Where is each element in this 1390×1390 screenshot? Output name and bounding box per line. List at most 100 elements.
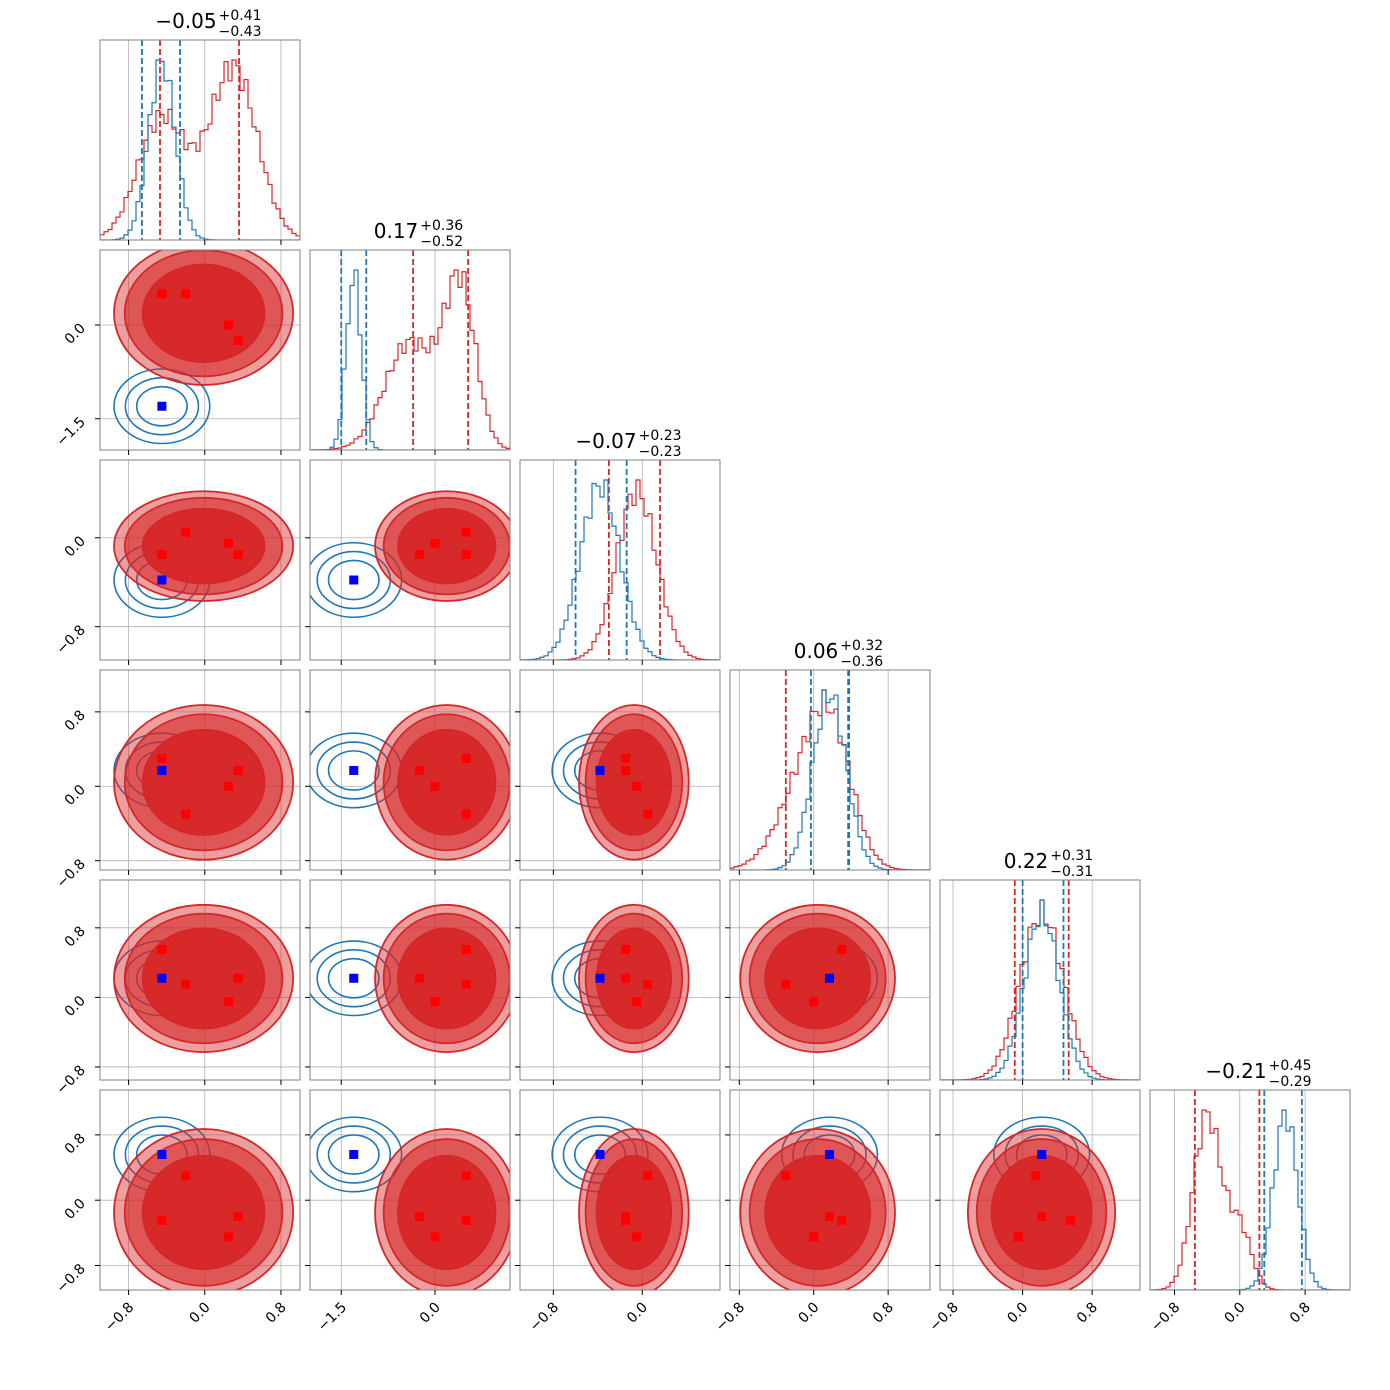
marginal-title-minus-0: −0.43 [219,24,262,40]
x-tick-label-0-0: −0.8 [102,1300,137,1335]
truth-marker-red-5-0-2 [224,1232,234,1242]
x-tick-label-5-1: 0.0 [1222,1300,1249,1327]
y-tick-label-4-1: 0.0 [62,993,89,1020]
truth-marker-red-5-0-0 [157,1216,167,1226]
marginal-title-plus-5: +0.45 [1269,1058,1312,1074]
histogram-blue-2 [520,479,720,660]
truth-marker-red-4-1-1 [461,979,471,989]
truth-marker-red-3-2-0 [621,753,631,763]
panel-frame-0-0 [99,39,301,241]
y-tick-label-4-0: −0.8 [53,1062,88,1097]
truth-marker-red-5-1-2 [430,1232,440,1242]
truth-marker-blue-5-0 [157,1149,167,1159]
joint-panel-2-0: −0.8 0.0 [53,459,301,665]
x-tick-label-4-1: 0.0 [1004,1300,1031,1327]
y-tick-label-4-2: 0.8 [62,923,89,950]
truth-marker-red-5-3-0 [837,1216,847,1226]
joint-panel-3-1 [305,669,511,875]
x-tick-label-0-2: 0.8 [263,1300,290,1327]
truth-marker-red-4-1-0 [461,945,471,955]
panel-frame-3-1 [309,669,511,871]
marginal-title-plus-1: +0.36 [420,218,463,234]
truth-marker-red-1-0-1 [181,289,191,299]
marginal-title-plus-4: +0.31 [1050,848,1093,864]
histogram-red-5 [1150,1109,1350,1290]
truth-marker-blue-5-1 [349,1149,359,1159]
joint-panel-2-1 [305,459,511,665]
panel-frame-2-1 [309,459,511,661]
joint-panel-5-3: −0.8 0.0 0.8 [713,1089,931,1335]
truth-marker-red-3-1-1 [461,809,471,819]
panel-frame-5-3 [729,1089,931,1291]
panel-frame-1-0 [99,249,301,451]
truth-marker-red-2-1-0 [461,549,471,559]
truth-marker-red-1-0-2 [224,320,234,330]
contour-blue-5-1-1 [316,1125,392,1184]
truth-marker-blue-4-2 [595,973,605,983]
contour-blue-1-0-2 [135,385,188,427]
x-tick-label-1-0: −1.5 [315,1300,350,1335]
truth-marker-blue-5-3 [825,1149,835,1159]
truth-marker-red-4-0-2 [224,997,234,1007]
truth-marker-blue-4-1 [349,973,359,983]
marginal-title-plus-3: +0.32 [840,638,883,654]
panel-frame-5-1 [309,1089,511,1291]
marginal-title-0: −0.05 [155,9,216,33]
joint-panel-1-0: −1.5 0.0 [53,249,301,455]
x-tick-label-3-1: 0.0 [795,1300,822,1327]
joint-panel-5-2: −0.8 0.0 [515,1089,721,1335]
contour-red-4-0-2 [141,927,266,1030]
panel-frame-3-2 [519,669,721,871]
truth-marker-red-5-1-3 [414,1212,424,1222]
x-tick-label-5-2: 0.8 [1287,1300,1314,1327]
marginal-title-plus-0: +0.41 [219,8,262,24]
truth-marker-red-5-4-1 [1031,1171,1041,1181]
truth-marker-red-3-0-3 [233,765,243,775]
joint-panel-5-4: −0.8 0.0 0.8 [927,1089,1141,1335]
contour-red-3-0-2 [141,728,266,836]
contour-blue-5-1-0 [310,1116,403,1193]
truth-marker-red-4-3-2 [809,997,819,1007]
panel-frame-5-5 [1149,1089,1351,1291]
truth-marker-red-4-2-3 [621,973,631,983]
panel-frame-4-2 [519,879,721,1081]
truth-marker-red-5-1-0 [461,1216,471,1226]
marginal-panel-5: −0.8 0.0 0.8 −0.21 +0.45−0.29 [1148,1058,1351,1335]
truth-marker-red-2-1-2 [430,538,440,548]
truth-marker-blue-3-0 [157,765,167,775]
marginal-title-plus-2: +0.23 [639,428,682,444]
truth-marker-red-5-2-2 [632,1232,642,1242]
joint-panel-4-0: −0.8 0.0 0.8 [53,879,301,1098]
y-tick-label-5-0: −0.8 [53,1261,88,1296]
marginal-title-3: 0.06 [794,639,839,663]
joint-panel-4-1 [305,879,511,1085]
truth-marker-red-5-4-2 [1013,1232,1023,1242]
joint-panel-4-2 [515,879,721,1085]
truth-marker-red-2-1-3 [414,549,424,559]
truth-marker-red-3-0-1 [181,809,191,819]
y-tick-label-3-2: 0.8 [62,707,89,734]
histogram-red-0 [100,59,300,240]
truth-marker-blue-3-1 [349,765,359,775]
marginal-title-5: −0.21 [1205,1059,1266,1083]
panel-frame-2-0 [99,459,301,661]
marginal-title-minus-1: −0.52 [420,234,463,250]
x-tick-label-0-1: 0.0 [187,1300,214,1327]
marginal-title-minus-2: −0.23 [639,444,682,460]
panel-frame-1-1 [309,249,511,451]
truth-marker-red-4-2-0 [621,945,631,955]
truth-marker-red-4-3-0 [837,945,847,955]
contour-red-1-0-2 [141,263,266,363]
panel-frame-4-0 [99,879,301,1081]
panel-frame-5-2 [519,1089,721,1291]
joint-panel-3-0: −0.8 0.0 0.8 [53,669,301,892]
truth-marker-red-2-1-1 [461,527,471,537]
truth-marker-blue-5-2 [595,1149,605,1159]
x-tick-label-4-0: −0.8 [927,1300,962,1335]
panel-frame-2-2 [519,459,721,661]
truth-marker-red-3-2-2 [632,781,642,791]
contour-blue-2-1-2 [327,559,380,601]
truth-marker-blue-5-4 [1037,1149,1047,1159]
truth-marker-red-3-1-2 [430,781,440,791]
